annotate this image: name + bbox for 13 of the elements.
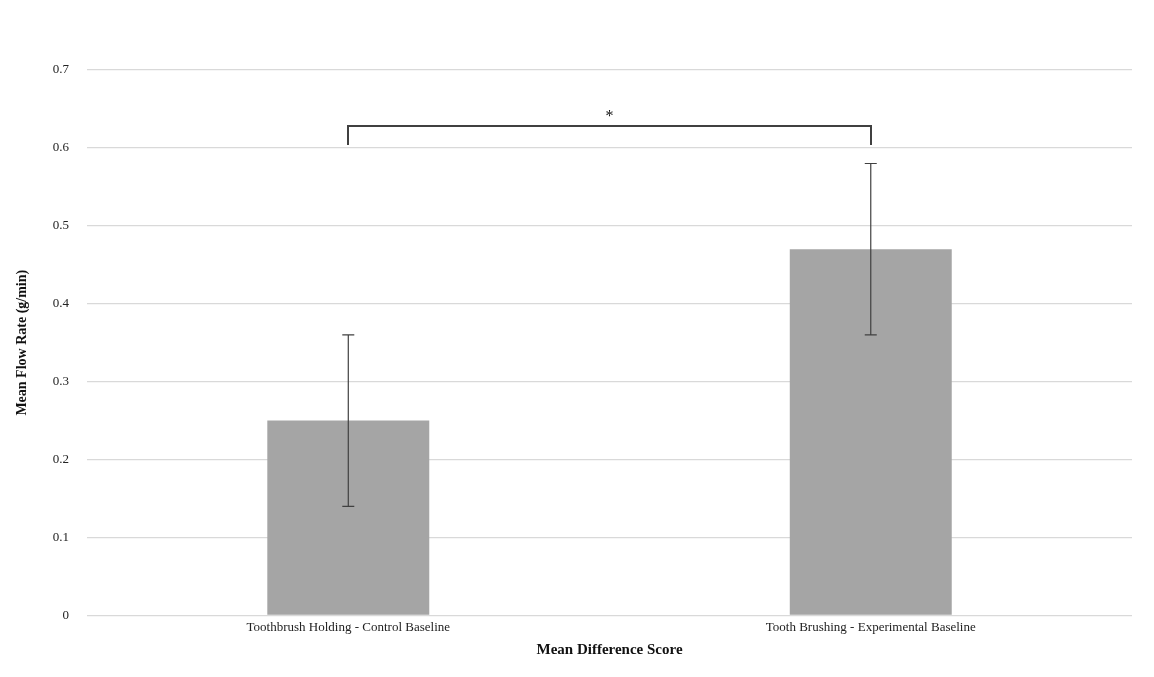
- y-tick-label: 0.3: [52, 373, 70, 389]
- y-tick-label: 0.4: [52, 295, 70, 311]
- y-tick-label: 0.2: [52, 450, 70, 466]
- x-axis-title: Mean Difference Score: [536, 640, 683, 657]
- y-tick-label: 0.7: [52, 61, 70, 77]
- y-tick-label: 0.1: [52, 528, 70, 544]
- annotation: *: [605, 107, 614, 125]
- y-tick-label: 0.6: [52, 139, 70, 155]
- y-tick-label: 0: [62, 606, 70, 622]
- x-tick-label: Tooth Brushing - Experimental Baseline: [765, 618, 976, 634]
- y-tick-label: 0.5: [52, 217, 70, 233]
- x-tick-label: Toothbrush Holding - Control Baseline: [246, 618, 451, 634]
- y-axis-title: Mean Flow Rate (g/min): [14, 269, 31, 416]
